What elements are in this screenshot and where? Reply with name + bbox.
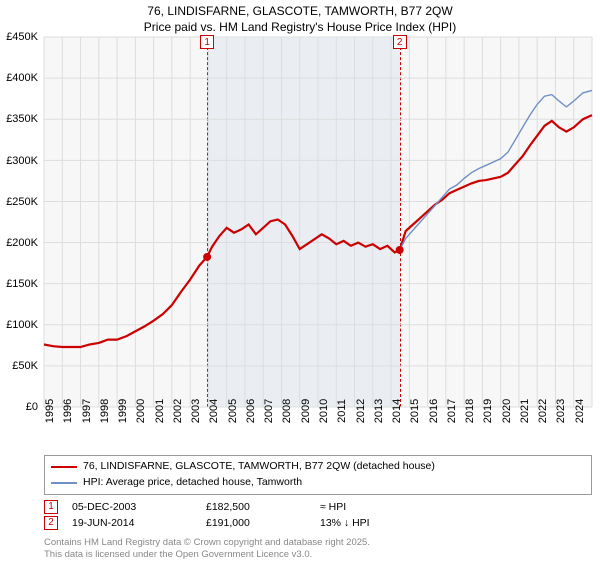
- x-tick-label: 2003: [190, 399, 202, 423]
- attribution-line2: This data is licensed under the Open Gov…: [44, 549, 592, 561]
- sale-date: 05-DEC-2003: [72, 501, 192, 513]
- title-line1: 76, LINDISFARNE, GLASCOTE, TAMWORTH, B77…: [0, 4, 600, 20]
- chart-title: 76, LINDISFARNE, GLASCOTE, TAMWORTH, B77…: [0, 0, 600, 37]
- x-tick-label: 2004: [208, 399, 220, 423]
- sale-marker-icon: 1: [44, 500, 58, 514]
- x-tick-label: 1997: [81, 399, 93, 423]
- y-tick-label: £200K: [6, 237, 38, 249]
- x-tick-label: 2020: [501, 399, 513, 423]
- x-tick-label: 2008: [281, 399, 293, 423]
- x-tick-label: 2017: [446, 399, 458, 423]
- sale-dot: [203, 253, 211, 261]
- legend-swatch: [51, 466, 77, 468]
- x-tick-label: 2010: [318, 399, 330, 423]
- x-tick-label: 2009: [300, 399, 312, 423]
- x-tick-label: 2013: [373, 399, 385, 423]
- sale-row: 2 19-JUN-2014 £191,000 13% ↓ HPI: [44, 515, 592, 531]
- x-tick-label: 2018: [464, 399, 476, 423]
- x-tick-label: 2024: [574, 399, 586, 423]
- sale-dot: [396, 246, 404, 254]
- x-tick-label: 2005: [227, 399, 239, 423]
- x-tick-label: 2006: [245, 399, 257, 423]
- x-tick-label: 1999: [117, 399, 129, 423]
- y-tick-label: £50K: [12, 360, 38, 372]
- sale-delta: 13% ↓ HPI: [320, 517, 420, 529]
- attribution: Contains HM Land Registry data © Crown c…: [44, 537, 592, 561]
- legend: 76, LINDISFARNE, GLASCOTE, TAMWORTH, B77…: [44, 455, 592, 495]
- title-line2: Price paid vs. HM Land Registry's House …: [0, 20, 600, 36]
- x-tick-label: 1995: [44, 399, 56, 423]
- x-tick-label: 2002: [172, 399, 184, 423]
- y-tick-label: £350K: [6, 113, 38, 125]
- x-tick-label: 2015: [409, 399, 421, 423]
- x-tick-label: 2019: [482, 399, 494, 423]
- sale-row: 1 05-DEC-2003 £182,500 ≈ HPI: [44, 499, 592, 515]
- x-tick-label: 2023: [555, 399, 567, 423]
- y-tick-label: £300K: [6, 155, 38, 167]
- attribution-line1: Contains HM Land Registry data © Crown c…: [44, 537, 592, 549]
- x-tick-label: 2001: [154, 399, 166, 423]
- y-axis-labels: £0£50K£100K£150K£200K£250K£300K£350K£400…: [0, 37, 40, 407]
- event-marker-2: 2: [393, 35, 407, 49]
- x-tick-label: 2022: [537, 399, 549, 423]
- plot-area: £0£50K£100K£150K£200K£250K£300K£350K£400…: [44, 37, 592, 407]
- sale-price: £182,500: [206, 501, 306, 513]
- legend-item: HPI: Average price, detached house, Tamw…: [51, 475, 585, 491]
- y-tick-label: £150K: [6, 278, 38, 290]
- x-tick-label: 2000: [135, 399, 147, 423]
- gridlines: [44, 37, 592, 407]
- plot-svg: [44, 37, 592, 407]
- x-tick-label: 2014: [391, 399, 403, 423]
- y-tick-label: £450K: [6, 31, 38, 43]
- sale-delta: ≈ HPI: [320, 501, 420, 513]
- x-tick-label: 1996: [62, 399, 74, 423]
- x-tick-label: 1998: [99, 399, 111, 423]
- y-tick-label: £0: [26, 401, 38, 413]
- x-axis-labels: 1995199619971998199920002001200220032004…: [44, 407, 592, 451]
- chart-container: 76, LINDISFARNE, GLASCOTE, TAMWORTH, B77…: [0, 0, 600, 560]
- legend-item: 76, LINDISFARNE, GLASCOTE, TAMWORTH, B77…: [51, 459, 585, 475]
- y-tick-label: £100K: [6, 319, 38, 331]
- sale-marker-icon: 2: [44, 516, 58, 530]
- x-tick-label: 2016: [428, 399, 440, 423]
- x-tick-label: 2011: [336, 399, 348, 423]
- sale-date: 19-JUN-2014: [72, 517, 192, 529]
- y-tick-label: £250K: [6, 196, 38, 208]
- legend-label: 76, LINDISFARNE, GLASCOTE, TAMWORTH, B77…: [83, 459, 435, 475]
- series-hpi: [400, 91, 592, 251]
- event-marker-1: 1: [200, 35, 214, 49]
- sale-price: £191,000: [206, 517, 306, 529]
- legend-label: HPI: Average price, detached house, Tamw…: [83, 475, 302, 491]
- x-tick-label: 2021: [519, 399, 531, 423]
- y-tick-label: £400K: [6, 72, 38, 84]
- legend-swatch: [51, 482, 77, 483]
- sale-dots: [203, 246, 404, 261]
- sales-table: 1 05-DEC-2003 £182,500 ≈ HPI 2 19-JUN-2014 £19…: [44, 499, 592, 531]
- x-tick-label: 2012: [355, 399, 367, 423]
- x-tick-label: 2007: [263, 399, 275, 423]
